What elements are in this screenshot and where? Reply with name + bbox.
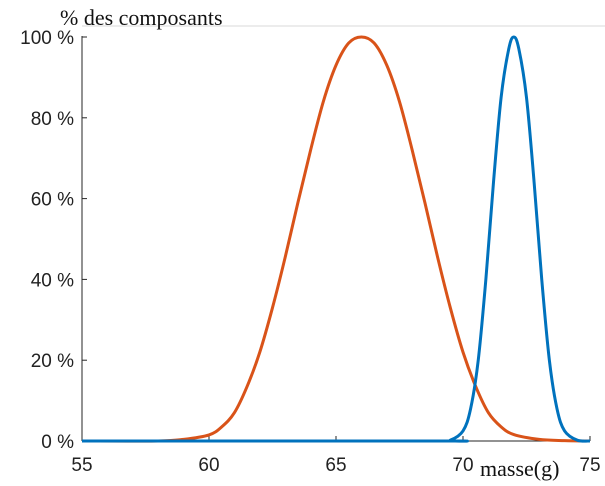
y-axis-title: % des composants <box>60 5 223 30</box>
y-tick-label: 60 % <box>31 190 74 211</box>
x-axis-title: masse(g) <box>480 456 559 481</box>
series-line-2 <box>81 35 591 443</box>
y-tick-label: 0 % <box>41 432 74 453</box>
series-group <box>81 35 591 443</box>
y-tick-label: 100 % <box>20 28 74 49</box>
x-tick-label: 65 <box>325 455 346 476</box>
x-axis-ticks: 55 60 65 70 75 <box>71 436 601 476</box>
y-tick-label: 80 % <box>31 109 74 130</box>
x-tick-label: 75 <box>579 455 600 476</box>
y-tick-label: 40 % <box>31 270 74 291</box>
y-axis-ticks: 0 % 20 % 40 % 60 % 80 % 100 % <box>20 28 87 453</box>
x-tick-label: 60 <box>198 455 219 476</box>
y-tick-label: 20 % <box>31 351 74 372</box>
x-tick-label: 55 <box>71 455 92 476</box>
x-tick-label: 70 <box>452 455 473 476</box>
series-line-1 <box>81 35 591 443</box>
